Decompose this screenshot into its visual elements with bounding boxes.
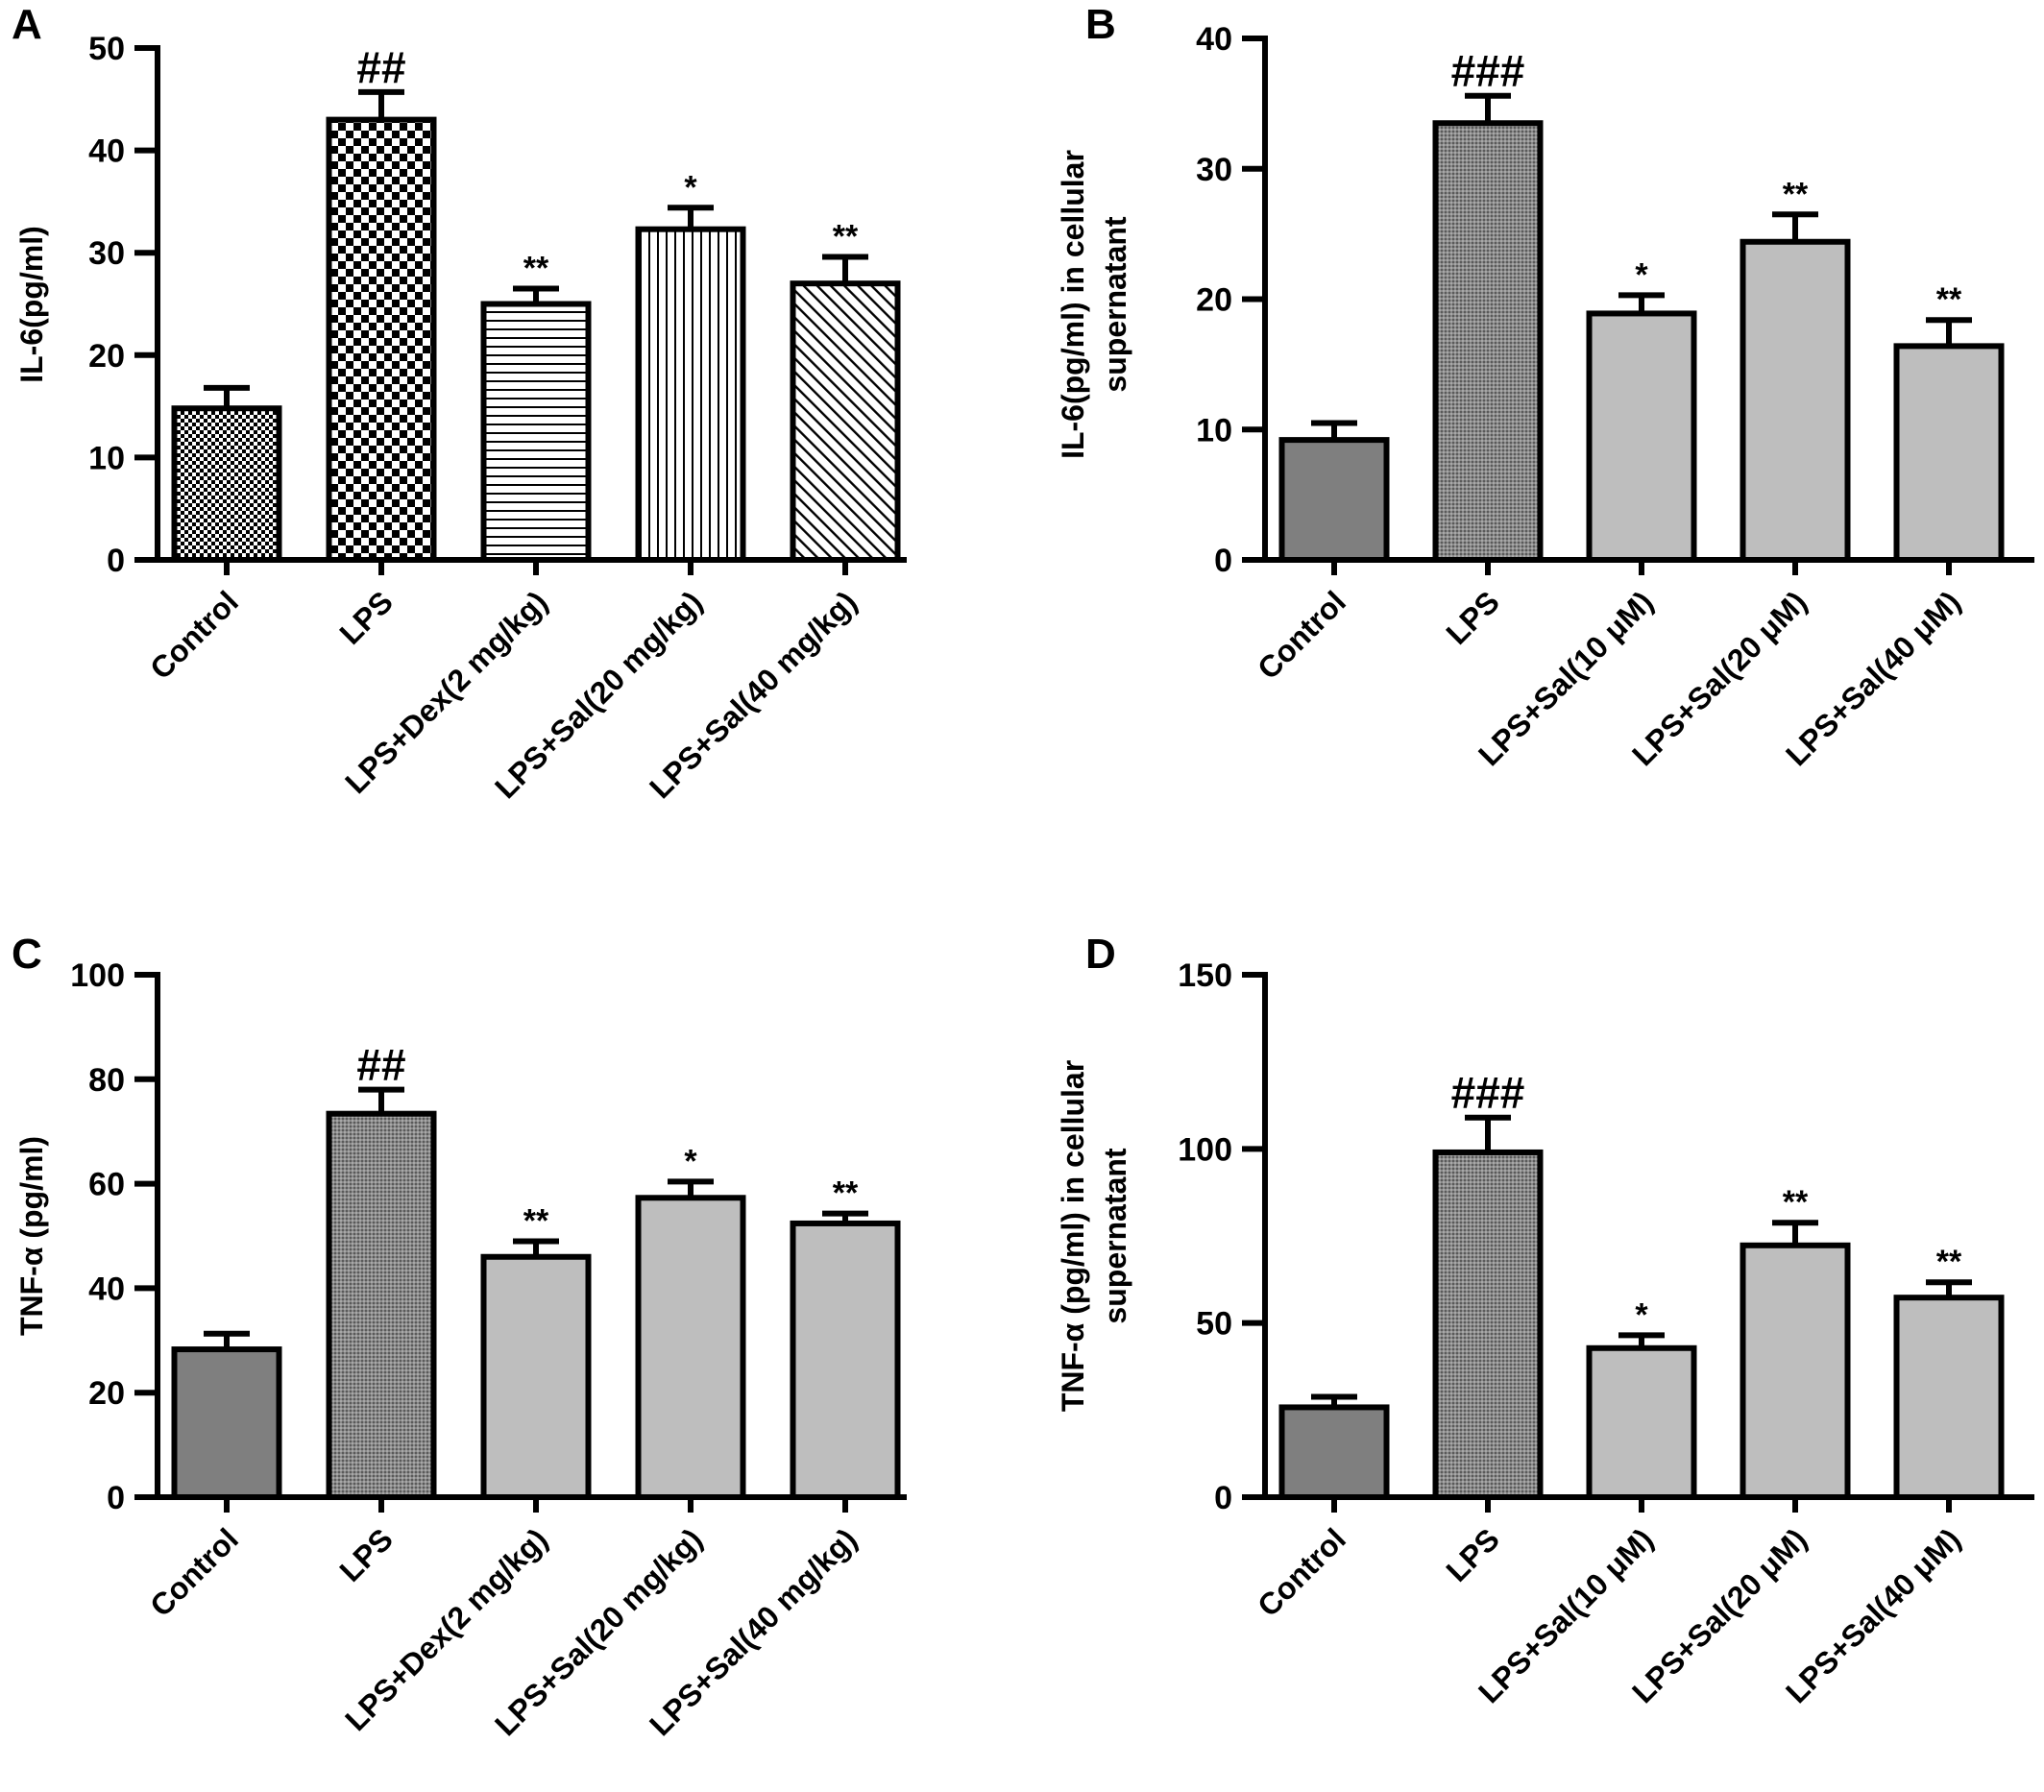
significance-label: ** [523,251,549,287]
bar [790,280,901,563]
bar [480,1253,592,1501]
significance-label: * [1635,1296,1648,1333]
bar [1893,343,2005,563]
y-tick-label: 0 [107,543,125,579]
bar [1278,437,1390,563]
bar [1740,238,1851,564]
y-tick-label: 100 [1178,1131,1232,1168]
y-axis-label: IL-6(pg/ml) [14,226,49,383]
bar [1278,1404,1390,1501]
y-tick-label: 40 [1196,21,1232,58]
significance-label: ** [1936,1244,1962,1280]
y-tick-label: 60 [88,1167,125,1203]
y-tick-label: 0 [1214,543,1232,579]
bar [1432,120,1544,564]
x-tick-label: Control [143,584,245,686]
y-axis-label: TNF-α (pg/ml) [14,1136,49,1336]
bar [171,405,282,563]
y-tick-label: 20 [88,338,125,375]
bar [1586,310,1697,563]
significance-label: ### [1451,1068,1525,1118]
bar [1432,1149,1544,1500]
y-tick-label: 100 [70,957,125,994]
bar [1893,1295,2005,1501]
significance-label: ** [523,1202,549,1239]
y-axis-label-line: IL-6(pg/ml) [14,226,49,383]
x-tick-label: LPS [1439,584,1505,650]
y-axis-label-line: supernatant [1098,216,1132,392]
significance-label: ** [833,218,859,254]
y-tick-label: 30 [88,235,125,272]
significance-label: ** [1783,176,1809,212]
y-tick-label: 80 [88,1062,125,1099]
y-axis-label-line: TNF-α (pg/ml) [14,1136,49,1336]
y-tick-label: 10 [88,440,125,476]
bar [635,226,746,563]
x-tick-label: Control [143,1521,245,1623]
x-tick-label: Control [1251,1521,1352,1623]
significance-label: ** [1936,281,1962,318]
y-tick-label: 30 [1196,152,1232,188]
y-axis-label-line: IL-6(pg/ml) in cellular [1056,150,1090,459]
y-axis-label: IL-6(pg/ml) in cellular supernatant [1056,150,1132,459]
bar [326,1110,437,1500]
bar [1586,1344,1697,1501]
bar [480,301,592,563]
y-axis-label-line: TNF-α (pg/ml) in cellular [1056,1060,1090,1412]
panel-label: D [1085,931,1116,978]
significance-label: ## [356,42,405,92]
significance-label: * [684,1143,697,1179]
y-tick-label: 20 [88,1375,125,1412]
bar [790,1220,901,1500]
significance-label: ### [1451,46,1525,96]
panel-label: B [1085,1,1116,48]
bar [171,1346,282,1500]
y-tick-label: 0 [1214,1480,1232,1516]
panel-label: C [12,931,42,978]
significance-label: ** [1783,1184,1809,1221]
panel-label: A [12,1,42,48]
significance-label: * [1635,256,1648,293]
x-tick-label: Control [1251,584,1352,686]
y-axis-label: TNF-α (pg/ml) in cellular supernatant [1056,1060,1132,1412]
y-tick-label: 150 [1178,957,1232,994]
y-tick-label: 50 [88,31,125,67]
bar [326,116,437,564]
y-tick-label: 50 [1196,1306,1232,1343]
bar [1740,1242,1851,1500]
y-tick-label: 10 [1196,412,1232,448]
x-tick-label: LPS [332,1521,399,1587]
x-tick-label: LPS [332,584,399,650]
bar [635,1195,746,1500]
chart-panel-d: D TNF-α (pg/ml) in cellular supernatant ###… [1056,931,2034,1709]
significance-label: * [684,169,697,206]
y-tick-label: 40 [88,1271,125,1307]
chart-panel-b: BIL-6(pg/ml) in cellular supernatant###**… [1056,1,2034,772]
significance-label: ** [833,1175,859,1212]
y-tick-label: 20 [1196,282,1232,319]
y-axis-label-line: supernatant [1098,1148,1132,1323]
significance-label: ## [356,1040,405,1090]
y-tick-label: 40 [88,133,125,170]
y-tick-label: 0 [107,1480,125,1516]
x-tick-label: LPS [1439,1521,1505,1587]
